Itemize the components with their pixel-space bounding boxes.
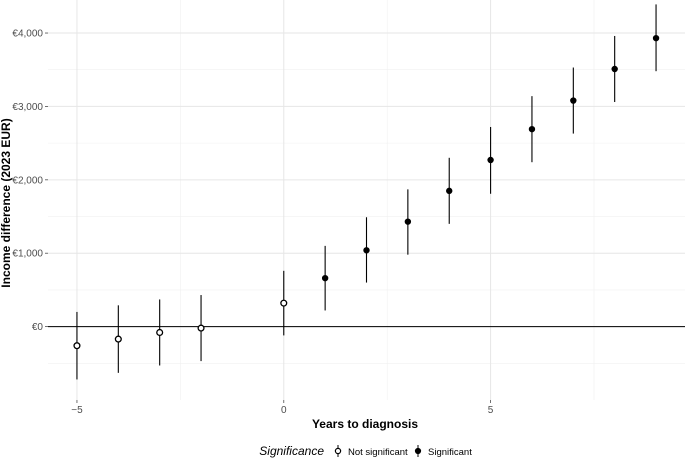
legend-label-not-significant: Not significant xyxy=(348,447,408,458)
legend-key-significant xyxy=(414,445,422,457)
y-tick-label: €2,000 xyxy=(12,175,43,186)
y-tick-label: €4,000 xyxy=(12,29,43,40)
data-point-group xyxy=(611,35,618,103)
y-axis-title: Income difference (2023 EUR) xyxy=(0,118,13,287)
data-point-group xyxy=(487,126,494,194)
point-significant xyxy=(570,97,577,104)
legend-title: Significance xyxy=(259,444,324,458)
x-tick-label: 0 xyxy=(281,405,287,416)
data-points xyxy=(73,4,660,380)
point-not-significant xyxy=(114,335,122,343)
point-not-significant xyxy=(156,328,164,337)
data-point-group xyxy=(321,245,329,311)
point-significant xyxy=(611,65,618,73)
point-not-significant xyxy=(73,342,81,350)
data-point-group xyxy=(446,157,453,224)
point-significant xyxy=(363,247,370,254)
data-point-group xyxy=(280,270,288,336)
legend-label-significant: Significant xyxy=(428,447,472,458)
legend: Significance Not significant Significant xyxy=(259,444,472,458)
point-not-significant xyxy=(280,299,288,307)
point-significant xyxy=(652,34,660,42)
data-point-group xyxy=(156,299,164,366)
data-point-group xyxy=(197,295,205,362)
data-point-group xyxy=(73,311,81,380)
data-point-group xyxy=(528,96,536,163)
y-tick-label: €1,000 xyxy=(12,249,43,260)
data-point-group xyxy=(652,4,660,72)
data-point-group xyxy=(114,305,122,373)
data-point-group xyxy=(404,189,412,255)
point-significant xyxy=(321,274,329,282)
x-tick-label: −5 xyxy=(71,405,83,416)
y-tick-label: €3,000 xyxy=(12,102,43,113)
x-tick-label: 5 xyxy=(488,405,494,416)
legend-key-not-significant xyxy=(334,445,342,457)
point-significant xyxy=(404,218,412,225)
data-point-group xyxy=(570,67,577,134)
x-axis-title: Years to diagnosis xyxy=(312,417,418,431)
point-significant xyxy=(446,187,453,195)
point-significant xyxy=(528,125,536,133)
grid xyxy=(48,0,685,400)
point-significant xyxy=(487,156,494,164)
axis-ticks: €0 €1,000 €2,000 €3,000 €4,000 −5 0 5 xyxy=(12,29,493,416)
point-not-significant xyxy=(197,324,205,332)
y-tick-label: €0 xyxy=(32,322,44,333)
data-point-group xyxy=(363,217,370,283)
